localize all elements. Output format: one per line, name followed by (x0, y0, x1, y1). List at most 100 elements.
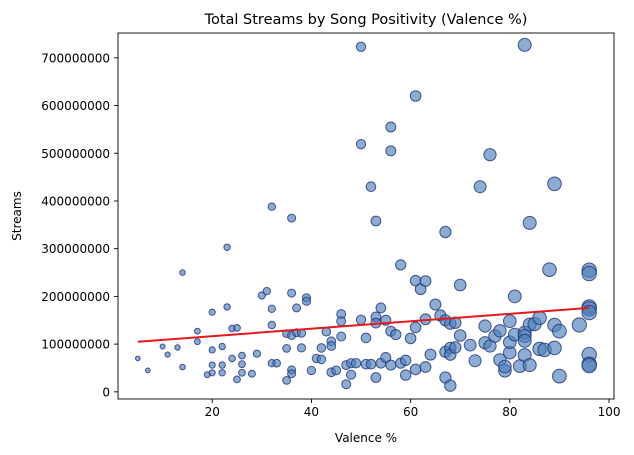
data-point (400, 354, 412, 366)
data-point (522, 215, 537, 230)
data-point (478, 319, 492, 333)
data-point (326, 341, 337, 351)
data-point (164, 351, 171, 358)
data-point (223, 303, 231, 311)
data-point (208, 369, 216, 377)
data-point (194, 338, 201, 346)
data-point (517, 37, 532, 52)
data-point (252, 349, 261, 358)
data-point (267, 320, 276, 330)
data-point (409, 321, 422, 334)
data-point (287, 288, 297, 298)
data-point (385, 359, 397, 371)
data-point (493, 324, 507, 338)
x-tick-label: 20 (205, 405, 220, 419)
data-point (301, 296, 312, 306)
data-point (370, 215, 382, 227)
data-point (208, 308, 216, 316)
data-point (409, 90, 422, 102)
data-point (483, 148, 497, 162)
data-point (395, 259, 407, 271)
data-point (350, 358, 362, 369)
y-tick-label: 700000000 (41, 51, 110, 65)
plot-frame (117, 32, 615, 400)
data-point (463, 338, 477, 352)
data-point (419, 275, 432, 288)
data-point (453, 278, 467, 292)
y-axis-ticks: 0 100000000 200000000 300000000 400000000 500… (41, 51, 118, 399)
data-point (385, 145, 397, 157)
y-tick-label: 100000000 (41, 338, 110, 352)
x-axis-ticks: 20 40 60 80 100 (205, 399, 620, 419)
data-point (208, 346, 216, 354)
data-point (135, 355, 141, 362)
data-point (380, 352, 392, 363)
data-point (228, 354, 236, 363)
data-point (144, 367, 151, 374)
data-point (365, 181, 377, 192)
data-point (552, 368, 567, 384)
data-point (267, 304, 276, 313)
data-point (247, 369, 256, 378)
data-point (473, 180, 487, 194)
y-tick-label: 500000000 (41, 147, 110, 161)
y-tick-label: 600000000 (41, 99, 110, 113)
data-point (296, 343, 307, 353)
data-point (409, 363, 422, 376)
data-point (498, 359, 512, 374)
data-point (419, 361, 432, 373)
data-point (306, 365, 317, 376)
data-point (547, 340, 562, 356)
points-layer (135, 37, 597, 392)
data-point (267, 202, 276, 211)
data-point (404, 332, 417, 345)
data-point (355, 139, 367, 150)
data-point (174, 344, 181, 351)
data-point (542, 262, 557, 278)
chart-title: Total Streams by Song Positivity (Valenc… (204, 12, 528, 28)
data-point (370, 372, 382, 383)
data-point (424, 348, 437, 361)
data-point (233, 375, 241, 384)
data-point (282, 376, 292, 385)
data-point (439, 225, 452, 239)
x-tick-label: 60 (403, 405, 418, 419)
data-point (238, 360, 246, 369)
x-tick-label: 80 (502, 405, 517, 419)
data-point (503, 314, 517, 329)
data-point (453, 329, 467, 342)
data-point (336, 331, 347, 342)
data-point (552, 323, 567, 339)
data-point (272, 358, 282, 368)
data-point (262, 287, 271, 296)
x-tick-label: 40 (304, 405, 319, 419)
data-point (208, 361, 216, 369)
data-point (390, 329, 402, 341)
data-point (341, 379, 352, 390)
data-point (179, 363, 186, 371)
data-point (287, 369, 297, 379)
data-point (218, 342, 226, 351)
data-point (355, 41, 367, 52)
data-point (292, 303, 302, 313)
data-point (507, 289, 522, 304)
data-point (336, 316, 347, 327)
data-point (223, 243, 231, 252)
data-point (444, 379, 457, 392)
y-axis-label: Streams (10, 191, 24, 241)
data-point (581, 357, 597, 374)
data-point (218, 369, 226, 377)
data-point (571, 317, 587, 333)
data-point (429, 298, 442, 311)
data-point (233, 324, 241, 332)
y-tick-label: 0 (102, 385, 110, 399)
data-point (468, 354, 482, 368)
data-point (179, 269, 186, 276)
data-point (517, 333, 532, 348)
trend-layer (137, 306, 590, 343)
y-tick-label: 200000000 (41, 290, 110, 304)
data-point (355, 314, 367, 325)
data-point (346, 369, 357, 380)
data-point (449, 341, 462, 354)
